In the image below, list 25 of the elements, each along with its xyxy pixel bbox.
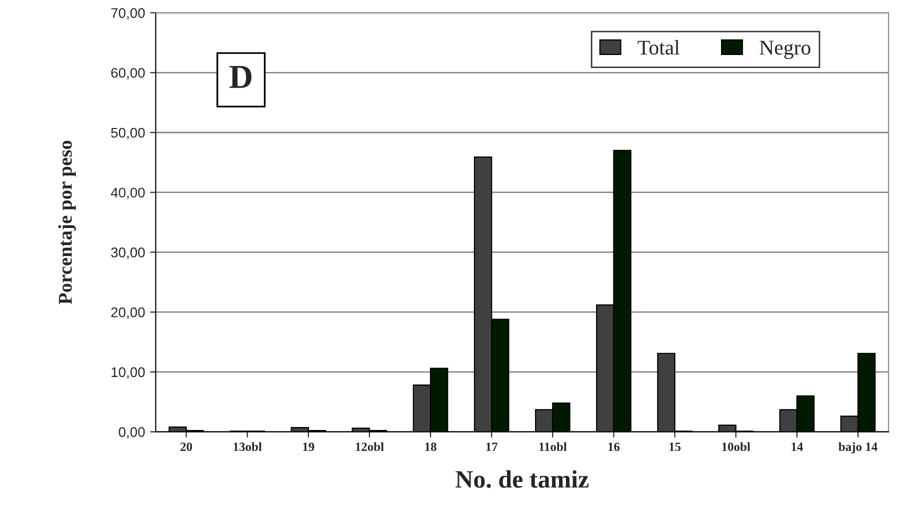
x-tick-label: 17 — [486, 442, 498, 451]
x-tick-label: 15 — [670, 442, 681, 452]
y-tick-label: 10,00 — [112, 367, 145, 379]
x-tick-label: bajo 14 — [838, 442, 878, 454]
x-tick-label: 12obl — [356, 442, 384, 452]
x-tick-label: 13obl — [234, 442, 262, 452]
x-tick-label: 19 — [303, 442, 314, 452]
annotation: D — [230, 66, 252, 88]
y-tick-label: 60,00 — [111, 68, 145, 80]
y-tick-label: 50,00 — [111, 128, 145, 140]
x-tick-label: 20 — [180, 442, 192, 452]
x-axis-title: No. de tamiz — [456, 470, 589, 488]
y-tick-label: 0,00 — [118, 427, 145, 439]
x-tick-label: 18 — [425, 442, 436, 452]
x-tick-label: 16 — [608, 442, 620, 452]
y-tick-label: 20,00 — [111, 307, 145, 319]
y-tick-label: 30,00 — [111, 248, 145, 260]
x-tick-label: 10obl — [722, 442, 750, 452]
y-axis-title: Porcentaje por peso — [58, 140, 76, 304]
x-tick-label: 11obl — [539, 442, 567, 452]
y-tick-label: 40,00 — [110, 188, 145, 200]
x-tick-label: 14 — [792, 442, 803, 451]
legend-label: Total — [638, 40, 680, 55]
y-tick-label: 70,00 — [111, 8, 145, 20]
legend-label: Negro — [760, 40, 810, 59]
